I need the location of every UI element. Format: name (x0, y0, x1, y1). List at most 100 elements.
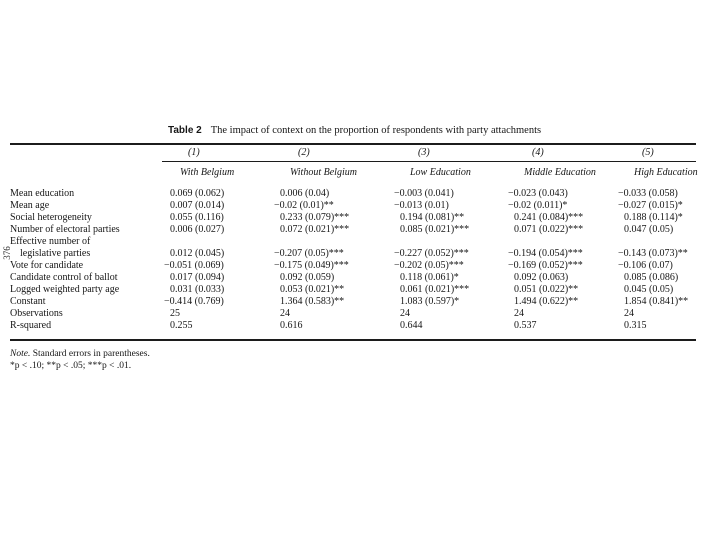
value-cell-high-education: 0.188 (0.114)* (624, 212, 683, 223)
value-cell-middle-education: 1.494 (0.622)** (514, 296, 579, 307)
value-cell-without-belgium: 0.233 (0.079)*** (280, 212, 350, 223)
value-cell-without-belgium: 1.364 (0.583)** (280, 296, 345, 307)
column-number-1: (1) (162, 145, 272, 162)
table-row: R-squared 0.255 0.616 0.644 0.537 0.315 (10, 320, 696, 332)
value-cell-middle-education (506, 236, 616, 248)
column-header-without-belgium: Without Belgium (290, 167, 357, 178)
regression-table: (1) (2) (3) (4) (5) With Belgium Without… (10, 145, 698, 332)
table-caption-text: The impact of context on the proportion … (210, 125, 542, 136)
value-cell-with-belgium (162, 236, 272, 248)
value-cell-high-education: 1.854 (0.841)** (624, 296, 689, 307)
table-row: Social heterogeneity 0.055 (0.116) 0.233… (10, 212, 696, 224)
value-cell-low-education: 0.118 (0.061)* (400, 272, 459, 283)
value-cell-high-education: 0.047 (0.05) (624, 224, 674, 235)
table-caption: Table 2 The impact of context on the prop… (168, 124, 696, 138)
value-cell-low-education: 0.194 (0.081)** (400, 212, 465, 223)
column-headers-row: With Belgium Without Belgium Low Educati… (10, 162, 698, 186)
row-label: Mean education (10, 188, 75, 199)
column-header-high-education: High Education (634, 167, 698, 178)
row-label: Logged weighted party age (10, 284, 120, 295)
value-cell-with-belgium: 0.069 (0.062) (170, 188, 225, 199)
value-cell-middle-education: 0.092 (0.063) (514, 272, 569, 283)
table-label: Table 2 (168, 125, 202, 136)
row-label: Constant (10, 296, 46, 307)
value-cell-middle-education: 0.241 (0.084)*** (514, 212, 584, 223)
value-cell-with-belgium: 0.031 (0.033) (170, 284, 225, 295)
value-cell-without-belgium: 0.072 (0.021)*** (280, 224, 350, 235)
value-cell-middle-education: 0.071 (0.022)*** (514, 224, 584, 235)
row-label: Candidate control of ballot (10, 272, 118, 283)
value-cell-high-education: 0.085 (0.086) (624, 272, 679, 283)
value-cell-middle-education: 24 (514, 308, 524, 319)
value-cell-without-belgium: 0.616 (280, 320, 303, 331)
value-cell-without-belgium (272, 236, 392, 248)
column-header-with-belgium: With Belgium (180, 167, 235, 178)
value-cell-without-belgium: 24 (280, 308, 290, 319)
value-cell-low-education: −0.202 (0.05)*** (394, 260, 464, 271)
column-numbers-row: (1) (2) (3) (4) (5) (10, 145, 696, 162)
rule-top (10, 143, 696, 145)
value-cell-low-education: 0.061 (0.021)*** (400, 284, 470, 295)
value-cell-with-belgium: 0.255 (170, 320, 193, 331)
note-label: Note. (10, 349, 31, 359)
column-number-2: (2) (272, 145, 392, 162)
value-cell-with-belgium: 0.055 (0.116) (170, 212, 224, 223)
value-cell-with-belgium: 0.017 (0.094) (170, 272, 225, 283)
table-row: Constant −0.414 (0.769) 1.364 (0.583)** … (10, 296, 696, 308)
table-row: Observations 25 24 24 24 24 (10, 308, 696, 320)
table-row: Vote for candidate −0.051 (0.069) −0.175… (10, 260, 696, 272)
value-cell-low-education: −0.013 (0.01) (394, 200, 449, 211)
value-cell-middle-education: −0.023 (0.043) (508, 188, 568, 199)
column-header-spacer (10, 162, 162, 186)
value-cell-low-education: −0.003 (0.041) (394, 188, 454, 199)
value-cell-high-education: 0.315 (624, 320, 647, 331)
value-cell-without-belgium: −0.175 (0.049)*** (274, 260, 349, 271)
value-cell-high-education: 24 (624, 308, 634, 319)
value-cell-middle-education: −0.169 (0.052)*** (508, 260, 583, 271)
table-row: Mean age 0.007 (0.014) −0.02 (0.01)** −0… (10, 200, 696, 212)
table-body: Mean education 0.069 (0.062) 0.006 (0.04… (10, 185, 696, 332)
value-cell-low-education: 1.083 (0.597)* (400, 296, 460, 307)
table-2-block: Table 2 The impact of context on the prop… (10, 124, 698, 372)
value-cell-low-education (392, 236, 506, 248)
value-cell-low-education: −0.227 (0.052)*** (394, 248, 469, 259)
value-cell-with-belgium: −0.414 (0.769) (164, 296, 224, 307)
value-cell-with-belgium: 25 (170, 308, 180, 319)
table-row: Effective number of (10, 236, 696, 248)
value-cell-without-belgium: −0.02 (0.01)** (274, 200, 334, 211)
column-header-middle-education: Middle Education (524, 167, 596, 178)
value-cell-high-education: −0.027 (0.015)* (618, 200, 683, 211)
table-header: (1) (2) (3) (4) (5) With Belgium Without… (10, 145, 698, 186)
value-cell-high-education: 0.045 (0.05) (624, 284, 674, 295)
value-cell-middle-education: −0.02 (0.011)* (508, 200, 568, 211)
value-cell-high-education (616, 236, 696, 248)
value-cell-low-education: 0.085 (0.021)*** (400, 224, 470, 235)
value-cell-middle-education: 0.051 (0.022)** (514, 284, 579, 295)
value-cell-without-belgium: 0.006 (0.04) (280, 188, 330, 199)
table-note: Note. Standard errors in parentheses. (10, 348, 696, 360)
value-cell-middle-education: 0.537 (514, 320, 537, 331)
table-row: Candidate control of ballot 0.017 (0.094… (10, 272, 696, 284)
value-cell-with-belgium: −0.051 (0.069) (164, 260, 224, 271)
column-number-3: (3) (392, 145, 506, 162)
table-row: Number of electoral parties 0.006 (0.027… (10, 224, 696, 236)
row-label: Effective number of (10, 236, 91, 247)
value-cell-low-education: 24 (400, 308, 410, 319)
value-cell-without-belgium: 0.092 (0.059) (280, 272, 335, 283)
value-cell-middle-education: −0.194 (0.054)*** (508, 248, 583, 259)
row-label: Social heterogeneity (10, 212, 92, 223)
row-label: Vote for candidate (10, 260, 84, 271)
value-cell-with-belgium: 0.006 (0.027) (170, 224, 225, 235)
value-cell-with-belgium: 0.007 (0.014) (170, 200, 225, 211)
row-label: Observations (10, 308, 63, 319)
column-number-4: (4) (506, 145, 616, 162)
value-cell-high-education: −0.106 (0.07) (618, 260, 673, 271)
column-number-spacer (10, 145, 162, 162)
row-label: Number of electoral parties (10, 224, 120, 235)
column-number-5: (5) (616, 145, 696, 162)
value-cell-without-belgium: −0.207 (0.05)*** (274, 248, 344, 259)
row-label: legislative parties (10, 248, 91, 259)
row-label: Mean age (10, 200, 50, 211)
table-row: legislative parties 0.012 (0.045) −0.207… (10, 248, 696, 260)
value-cell-without-belgium: 0.053 (0.021)** (280, 284, 345, 295)
